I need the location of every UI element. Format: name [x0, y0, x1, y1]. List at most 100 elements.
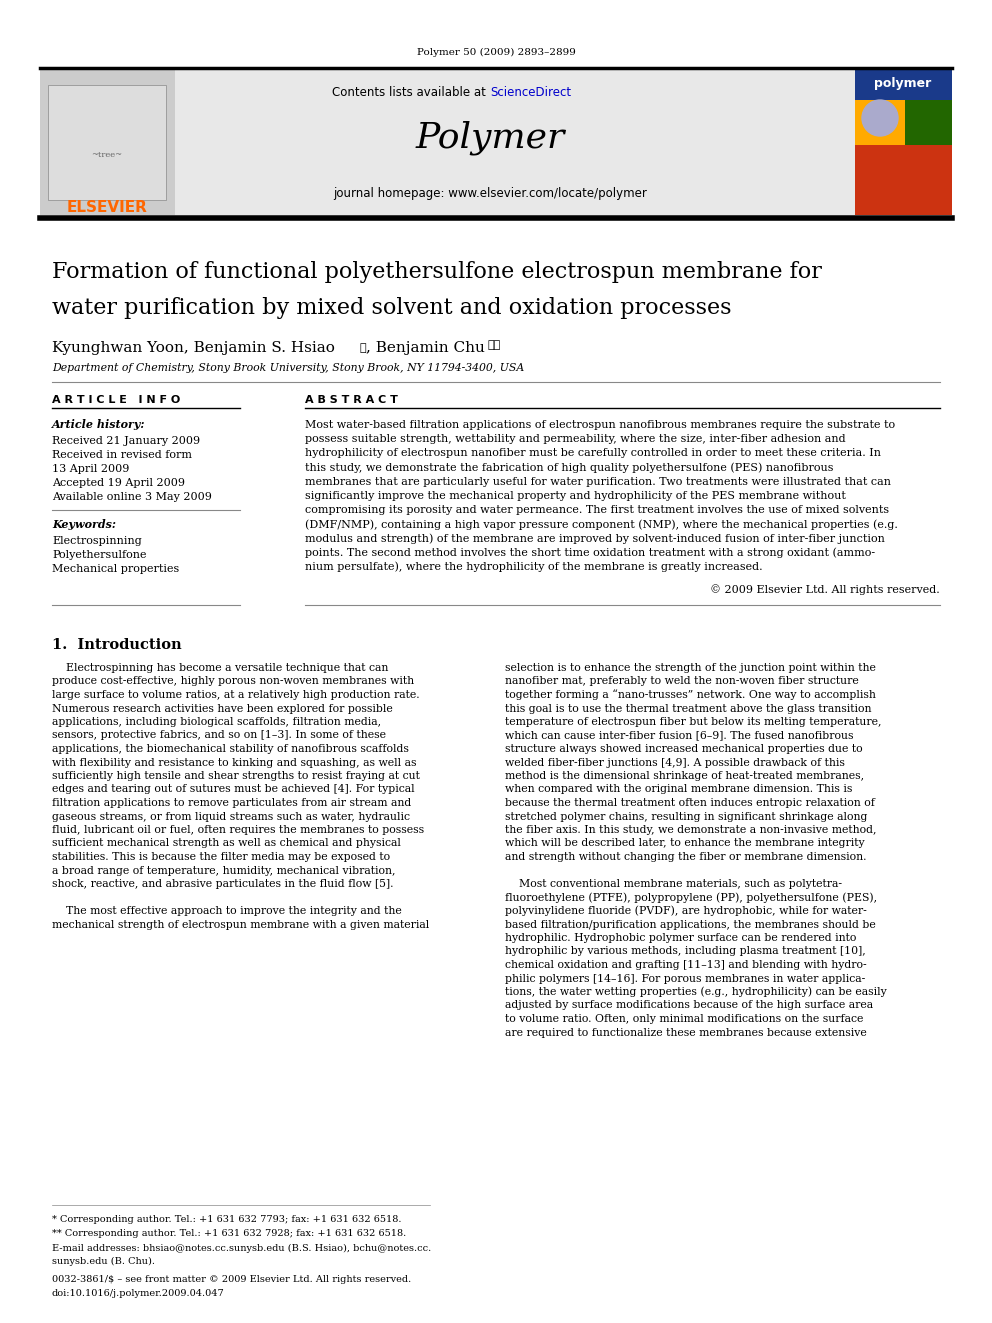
Circle shape: [862, 101, 898, 136]
Text: journal homepage: www.elsevier.com/locate/polymer: journal homepage: www.elsevier.com/locat…: [333, 187, 647, 200]
Text: (DMF/NMP), containing a high vapor pressure component (NMP), where the mechanica: (DMF/NMP), containing a high vapor press…: [305, 519, 898, 529]
Text: membranes that are particularly useful for water purification. Two treatments we: membranes that are particularly useful f…: [305, 476, 891, 487]
Text: mechanical strength of electrospun membrane with a given material: mechanical strength of electrospun membr…: [52, 919, 430, 930]
Text: nanofiber mat, preferably to weld the non-woven fiber structure: nanofiber mat, preferably to weld the no…: [505, 676, 859, 687]
Text: ScienceDirect: ScienceDirect: [490, 86, 571, 98]
Text: Received 21 January 2009: Received 21 January 2009: [52, 437, 200, 446]
Text: Contents lists available at: Contents lists available at: [332, 86, 490, 98]
Text: sufficient mechanical strength as well as chemical and physical: sufficient mechanical strength as well a…: [52, 839, 401, 848]
Text: Polymer 50 (2009) 2893–2899: Polymer 50 (2009) 2893–2899: [417, 48, 575, 57]
Text: compromising its porosity and water permeance. The first treatment involves the : compromising its porosity and water perm…: [305, 505, 889, 515]
Text: are required to functionalize these membranes because extensive: are required to functionalize these memb…: [505, 1028, 867, 1037]
Text: hydrophilic by various methods, including plasma treatment [10],: hydrophilic by various methods, includin…: [505, 946, 866, 957]
Text: filtration applications to remove particulates from air stream and: filtration applications to remove partic…: [52, 798, 412, 808]
Text: fluoroethylene (PTFE), polypropylene (PP), polyethersulfone (PES),: fluoroethylene (PTFE), polypropylene (PP…: [505, 892, 877, 902]
Text: Received in revised form: Received in revised form: [52, 450, 192, 460]
Text: Polyethersulfone: Polyethersulfone: [52, 550, 147, 560]
Text: structure always showed increased mechanical properties due to: structure always showed increased mechan…: [505, 744, 863, 754]
Text: polyvinylidene fluoride (PVDF), are hydrophobic, while for water-: polyvinylidene fluoride (PVDF), are hydr…: [505, 906, 867, 917]
Text: modulus and strength) of the membrane are improved by solvent-induced fusion of : modulus and strength) of the membrane ar…: [305, 533, 885, 544]
Text: applications, the biomechanical stability of nanofibrous scaffolds: applications, the biomechanical stabilit…: [52, 744, 409, 754]
Text: Kyunghwan Yoon, Benjamin S. Hsiao: Kyunghwan Yoon, Benjamin S. Hsiao: [52, 341, 335, 355]
Text: and strength without changing the fiber or membrane dimension.: and strength without changing the fiber …: [505, 852, 866, 863]
Text: applications, including biological scaffolds, filtration media,: applications, including biological scaff…: [52, 717, 381, 728]
Text: Formation of functional polyethersulfone electrospun membrane for: Formation of functional polyethersulfone…: [52, 261, 822, 283]
Text: the fiber axis. In this study, we demonstrate a non-invasive method,: the fiber axis. In this study, we demons…: [505, 826, 877, 835]
Text: A R T I C L E   I N F O: A R T I C L E I N F O: [52, 396, 181, 405]
Text: sufficiently high tensile and shear strengths to resist fraying at cut: sufficiently high tensile and shear stre…: [52, 771, 420, 781]
Text: possess suitable strength, wettability and permeability, where the size, inter-f: possess suitable strength, wettability a…: [305, 434, 845, 445]
Text: ⁊⁊: ⁊⁊: [488, 340, 501, 351]
Text: Accepted 19 April 2009: Accepted 19 April 2009: [52, 478, 185, 488]
Text: temperature of electrospun fiber but below its melting temperature,: temperature of electrospun fiber but bel…: [505, 717, 882, 728]
Text: fluid, lubricant oil or fuel, often requires the membranes to possess: fluid, lubricant oil or fuel, often requ…: [52, 826, 425, 835]
Text: points. The second method involves the short time oxidation treatment with a str: points. The second method involves the s…: [305, 548, 875, 558]
Text: Mechanical properties: Mechanical properties: [52, 564, 180, 574]
Text: © 2009 Elsevier Ltd. All rights reserved.: © 2009 Elsevier Ltd. All rights reserved…: [710, 585, 940, 595]
Text: which can cause inter-fiber fusion [6–9]. The fused nanofibrous: which can cause inter-fiber fusion [6–9]…: [505, 730, 853, 741]
Text: stabilities. This is because the filter media may be exposed to: stabilities. This is because the filter …: [52, 852, 390, 863]
Bar: [855, 146, 952, 216]
Text: Polymer: Polymer: [416, 120, 564, 155]
Text: nium persulfate), where the hydrophilicity of the membrane is greatly increased.: nium persulfate), where the hydrophilici…: [305, 562, 763, 573]
Text: ELSEVIER: ELSEVIER: [66, 201, 148, 216]
Text: a broad range of temperature, humidity, mechanical vibration,: a broad range of temperature, humidity, …: [52, 865, 396, 876]
Text: chemical oxidation and grafting [11–13] and blending with hydro-: chemical oxidation and grafting [11–13] …: [505, 960, 867, 970]
Text: Most water-based filtration applications of electrospun nanofibrous membranes re: Most water-based filtration applications…: [305, 419, 895, 430]
Text: which will be described later, to enhance the membrane integrity: which will be described later, to enhanc…: [505, 839, 865, 848]
Bar: [40, 67, 952, 216]
Text: together forming a “nano-trusses” network. One way to accomplish: together forming a “nano-trusses” networ…: [505, 689, 876, 700]
Text: this study, we demonstrate the fabrication of high quality polyethersulfone (PES: this study, we demonstrate the fabricati…: [305, 462, 833, 472]
Text: based filtration/purification applications, the membranes should be: based filtration/purification applicatio…: [505, 919, 876, 930]
Text: Department of Chemistry, Stony Brook University, Stony Brook, NY 11794-3400, USA: Department of Chemistry, Stony Brook Uni…: [52, 363, 524, 373]
Bar: [905, 101, 952, 146]
Bar: [40, 67, 175, 216]
Text: A B S T R A C T: A B S T R A C T: [305, 396, 398, 405]
Text: with flexibility and resistance to kinking and squashing, as well as: with flexibility and resistance to kinki…: [52, 758, 417, 767]
Text: method is the dimensional shrinkage of heat-treated membranes,: method is the dimensional shrinkage of h…: [505, 771, 864, 781]
Text: doi:10.1016/j.polymer.2009.04.047: doi:10.1016/j.polymer.2009.04.047: [52, 1289, 225, 1298]
Text: ~tree~: ~tree~: [91, 151, 123, 159]
Text: significantly improve the mechanical property and hydrophilicity of the PES memb: significantly improve the mechanical pro…: [305, 491, 846, 501]
Bar: [855, 101, 905, 146]
Text: large surface to volume ratios, at a relatively high production rate.: large surface to volume ratios, at a rel…: [52, 691, 420, 700]
Bar: [48, 85, 166, 200]
Text: Electrospinning: Electrospinning: [52, 536, 142, 546]
Text: Keywords:: Keywords:: [52, 520, 116, 531]
Text: 0032-3861/$ – see front matter © 2009 Elsevier Ltd. All rights reserved.: 0032-3861/$ – see front matter © 2009 El…: [52, 1275, 412, 1285]
Text: produce cost-effective, highly porous non-woven membranes with: produce cost-effective, highly porous no…: [52, 676, 414, 687]
Text: adjusted by surface modifications because of the high surface area: adjusted by surface modifications becaus…: [505, 1000, 873, 1011]
Text: water purification by mixed solvent and oxidation processes: water purification by mixed solvent and …: [52, 296, 731, 319]
Text: Most conventional membrane materials, such as polytetra-: Most conventional membrane materials, su…: [505, 878, 842, 889]
Text: sunysb.edu (B. Chu).: sunysb.edu (B. Chu).: [52, 1257, 155, 1266]
Text: Electrospinning has become a versatile technique that can: Electrospinning has become a versatile t…: [52, 663, 389, 673]
Text: gaseous streams, or from liquid streams such as water, hydraulic: gaseous streams, or from liquid streams …: [52, 811, 410, 822]
Text: Numerous research activities have been explored for possible: Numerous research activities have been e…: [52, 704, 393, 713]
Text: ⁊: ⁊: [360, 343, 367, 353]
Text: 13 April 2009: 13 April 2009: [52, 464, 129, 474]
Text: selection is to enhance the strength of the junction point within the: selection is to enhance the strength of …: [505, 663, 876, 673]
Text: sensors, protective fabrics, and so on [1–3]. In some of these: sensors, protective fabrics, and so on […: [52, 730, 386, 741]
Text: philic polymers [14–16]. For porous membranes in water applica-: philic polymers [14–16]. For porous memb…: [505, 974, 865, 983]
Text: Available online 3 May 2009: Available online 3 May 2009: [52, 492, 212, 501]
Text: Article history:: Article history:: [52, 419, 146, 430]
Text: this goal is to use the thermal treatment above the glass transition: this goal is to use the thermal treatmen…: [505, 704, 872, 713]
Text: edges and tearing out of sutures must be achieved [4]. For typical: edges and tearing out of sutures must be…: [52, 785, 415, 795]
Text: ** Corresponding author. Tel.: +1 631 632 7928; fax: +1 631 632 6518.: ** Corresponding author. Tel.: +1 631 63…: [52, 1229, 407, 1238]
Text: hydrophilic. Hydrophobic polymer surface can be rendered into: hydrophilic. Hydrophobic polymer surface…: [505, 933, 856, 943]
Text: tions, the water wetting properties (e.g., hydrophilicity) can be easily: tions, the water wetting properties (e.g…: [505, 987, 887, 998]
Text: to volume ratio. Often, only minimal modifications on the surface: to volume ratio. Often, only minimal mod…: [505, 1013, 863, 1024]
Text: when compared with the original membrane dimension. This is: when compared with the original membrane…: [505, 785, 852, 795]
Text: The most effective approach to improve the integrity and the: The most effective approach to improve t…: [52, 906, 402, 916]
Text: , Benjamin Chu: , Benjamin Chu: [366, 341, 485, 355]
Bar: [855, 67, 952, 216]
Text: stretched polymer chains, resulting in significant shrinkage along: stretched polymer chains, resulting in s…: [505, 811, 867, 822]
Text: because the thermal treatment often induces entropic relaxation of: because the thermal treatment often indu…: [505, 798, 875, 808]
Text: 1.  Introduction: 1. Introduction: [52, 638, 182, 652]
Text: E-mail addresses: bhsiao@notes.cc.sunysb.edu (B.S. Hsiao), bchu@notes.cc.: E-mail addresses: bhsiao@notes.cc.sunysb…: [52, 1244, 432, 1253]
Text: shock, reactive, and abrasive particulates in the fluid flow [5].: shock, reactive, and abrasive particulat…: [52, 878, 394, 889]
Text: * Corresponding author. Tel.: +1 631 632 7793; fax: +1 631 632 6518.: * Corresponding author. Tel.: +1 631 632…: [52, 1216, 402, 1225]
Text: welded fiber-fiber junctions [4,9]. A possible drawback of this: welded fiber-fiber junctions [4,9]. A po…: [505, 758, 845, 767]
Text: polymer: polymer: [874, 77, 931, 90]
Text: hydrophilicity of electrospun nanofiber must be carefully controlled in order to: hydrophilicity of electrospun nanofiber …: [305, 448, 881, 458]
